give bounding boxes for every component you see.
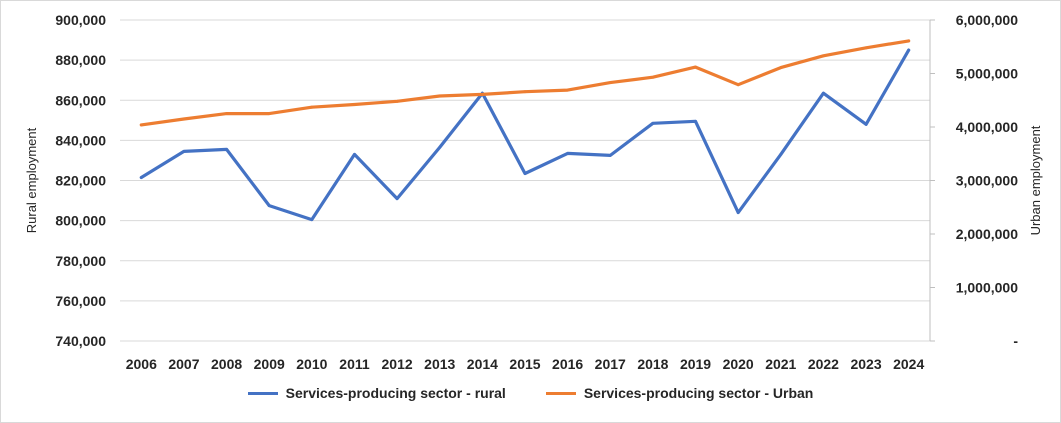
x-tick-label: 2016 (552, 356, 583, 372)
right-tick-label: 6,000,000 (956, 12, 1018, 28)
data-point-1 (353, 103, 356, 106)
data-point-0 (694, 119, 697, 123)
left-tick-label: 880,000 (55, 52, 106, 68)
data-point-1 (182, 117, 186, 121)
data-point-0 (822, 91, 825, 95)
series-lines (139, 39, 911, 222)
data-point-0 (907, 48, 911, 52)
data-point-0 (395, 197, 399, 200)
left-tick-label: 740,000 (55, 333, 106, 349)
legend-label-rural: Services-producing sector - rural (285, 385, 506, 401)
left-tick-label: 800,000 (55, 213, 106, 229)
x-tick-label: 2011 (339, 356, 370, 372)
left-tick-label: 860,000 (55, 92, 106, 108)
data-point-0 (353, 153, 356, 156)
right-axis-ticks: - 1,000,000 2,000,000 3,000,000 4,000,000 5,0… (930, 12, 1018, 349)
data-point-0 (566, 152, 570, 155)
left-tick-label: 820,000 (55, 173, 106, 189)
data-point-1 (225, 112, 228, 116)
right-tick-label: - (1013, 333, 1018, 349)
x-tick-label: 2018 (637, 356, 668, 372)
x-tick-label: 2020 (723, 356, 754, 372)
left-tick-label: 760,000 (55, 293, 106, 309)
data-point-0 (523, 172, 527, 175)
data-point-1 (310, 105, 314, 109)
data-point-1 (822, 54, 825, 58)
data-point-0 (608, 154, 612, 157)
x-tick-label: 2013 (424, 356, 455, 372)
left-tick-label: 900,000 (55, 12, 106, 28)
data-point-1 (566, 88, 570, 92)
series-line-1 (139, 39, 911, 127)
left-axis-ticks: 740,000 760,000 780,000 800,000 820,000 840,0… (55, 12, 106, 349)
data-point-1 (608, 81, 612, 84)
right-tick-label: 4,000,000 (956, 119, 1018, 135)
x-tick-label: 2024 (893, 356, 924, 372)
data-point-0 (779, 153, 783, 156)
data-point-1 (523, 90, 527, 94)
data-point-1 (438, 94, 442, 98)
data-point-0 (736, 211, 740, 215)
x-tick-label: 2022 (808, 356, 839, 372)
x-tick-label: 2023 (850, 356, 881, 372)
data-point-1 (694, 65, 697, 69)
left-axis-label: Rural employment (24, 127, 39, 233)
x-tick-label: 2007 (168, 356, 199, 372)
x-axis-ticks: 2006 2007 2008 2009 2010 2011 2012 2013 2014 2015… (126, 356, 925, 372)
data-point-1 (864, 46, 868, 50)
x-tick-label: 2014 (467, 356, 498, 372)
data-point-0 (267, 204, 271, 207)
data-point-0 (438, 145, 442, 149)
data-point-1 (907, 39, 911, 43)
data-point-1 (779, 66, 783, 70)
x-tick-label: 2009 (254, 356, 285, 372)
data-point-0 (182, 150, 186, 153)
legend: Services-producing sector - rural Servic… (0, 385, 1061, 401)
data-point-0 (225, 148, 228, 151)
x-tick-label: 2021 (765, 356, 796, 372)
data-point-1 (267, 112, 271, 116)
data-point-1 (736, 83, 740, 87)
legend-item-rural: Services-producing sector - rural (247, 385, 506, 401)
right-tick-label: 5,000,000 (956, 66, 1018, 82)
right-tick-label: 1,000,000 (956, 280, 1018, 296)
right-tick-label: 3,000,000 (956, 173, 1018, 189)
data-point-1 (139, 123, 143, 127)
data-point-1 (651, 75, 655, 79)
right-axis-label: Urban employment (1028, 125, 1043, 235)
data-point-1 (395, 99, 399, 103)
legend-item-urban: Services-producing sector - Urban (545, 385, 814, 401)
left-tick-label: 840,000 (55, 132, 106, 148)
x-tick-label: 2019 (680, 356, 711, 372)
data-point-0 (310, 218, 314, 222)
x-tick-label: 2017 (595, 356, 626, 372)
x-tick-label: 2012 (382, 356, 413, 372)
right-tick-label: 2,000,000 (956, 226, 1018, 242)
series-line-0 (139, 48, 911, 222)
data-point-1 (480, 92, 484, 96)
data-point-0 (651, 121, 655, 125)
data-point-0 (139, 176, 143, 179)
x-tick-label: 2006 (126, 356, 157, 372)
gridlines (120, 19, 930, 342)
x-tick-label: 2008 (211, 356, 242, 372)
x-tick-label: 2010 (296, 356, 327, 372)
legend-label-urban: Services-producing sector - Urban (583, 385, 814, 401)
legend-swatch-urban (545, 391, 576, 395)
data-point-0 (864, 122, 868, 126)
left-tick-label: 780,000 (55, 253, 106, 269)
legend-swatch-rural (247, 391, 278, 395)
x-tick-label: 2015 (509, 356, 540, 372)
